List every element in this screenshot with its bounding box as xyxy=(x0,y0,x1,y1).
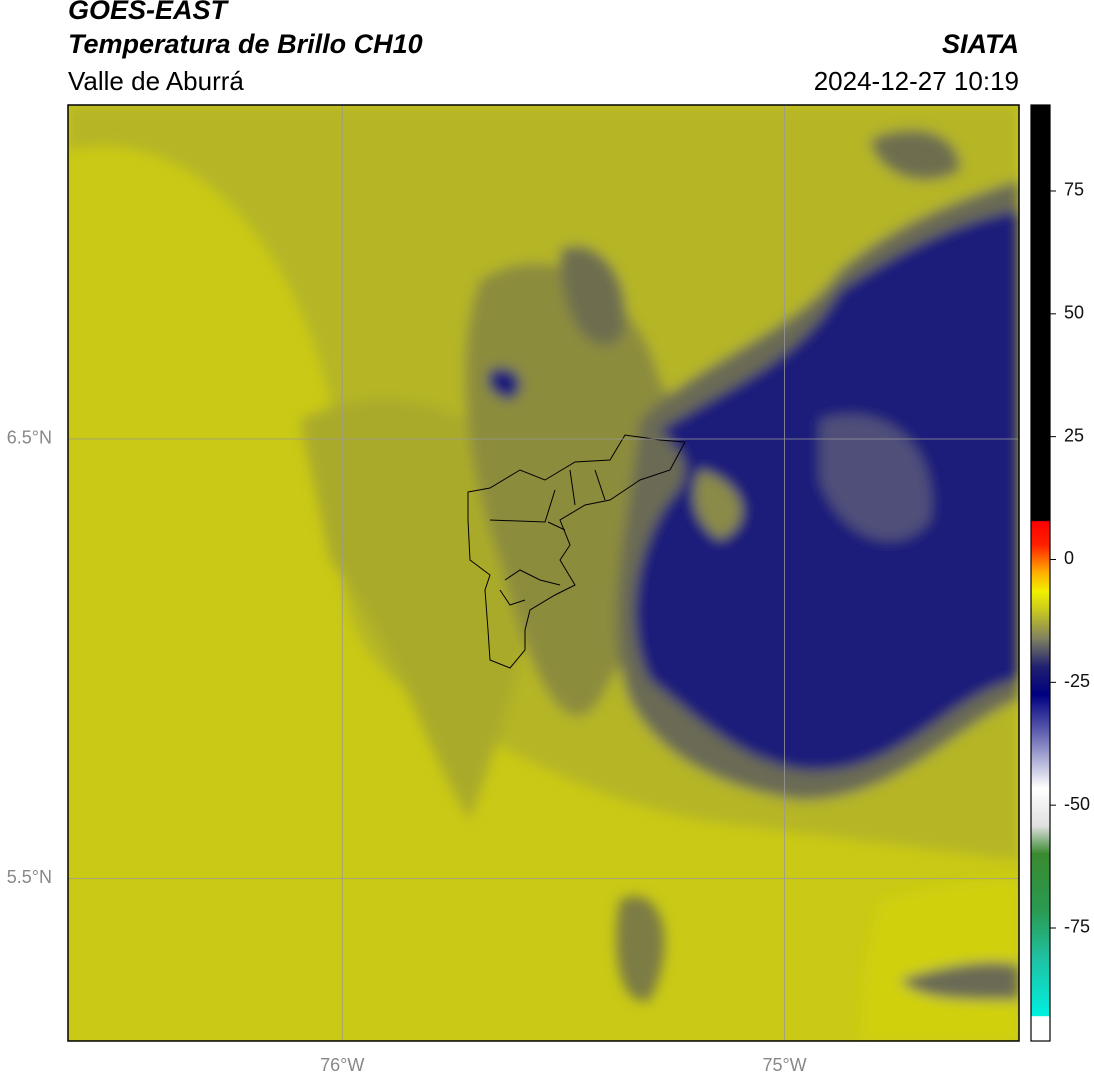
graticule xyxy=(68,105,1019,1041)
colorbar-tick-label: 75 xyxy=(1064,180,1084,200)
lon-tick-label: 75°W xyxy=(762,1055,806,1075)
title: GOES-EAST xyxy=(68,0,230,25)
satellite-image xyxy=(68,105,1019,1041)
colorbar-tick-label: 0 xyxy=(1064,548,1074,568)
lon-tick-label: 76°W xyxy=(320,1055,364,1075)
colorbar xyxy=(1030,104,1051,1042)
lat-tick-label: 5.5°N xyxy=(7,867,52,887)
subtitle: Temperatura de Brillo CH10 xyxy=(68,29,423,59)
municipal-boundaries xyxy=(467,434,686,669)
map-frame xyxy=(67,104,1020,1042)
colorbar-tick-label: 25 xyxy=(1064,425,1084,445)
lat-tick-label: 6.5°N xyxy=(7,428,52,448)
colorbar-tick-label: -50 xyxy=(1064,794,1090,814)
source: SIATA xyxy=(942,29,1019,59)
datetime: 2024-12-27 10:19 xyxy=(814,66,1019,96)
colorbar-tick-label: 50 xyxy=(1064,303,1084,323)
colorbar-tick-label: -75 xyxy=(1064,917,1090,937)
region: Valle de Aburrá xyxy=(68,66,244,96)
colorbar-tick-label: -25 xyxy=(1064,671,1090,691)
